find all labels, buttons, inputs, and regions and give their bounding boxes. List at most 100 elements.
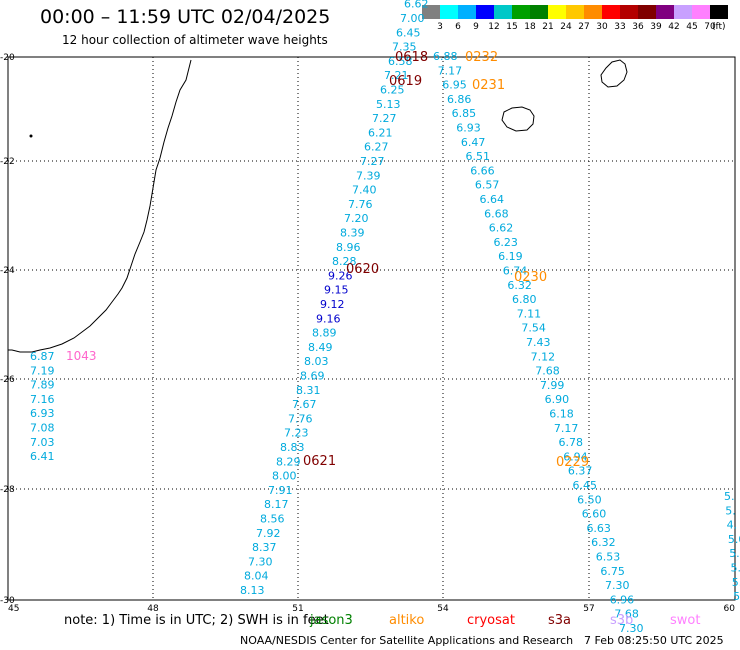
legend-label: 39	[650, 22, 662, 32]
footer-note: note: 1) Time is in UTC; 2) SWH is in fe…	[64, 613, 329, 628]
credit-line: NOAA/NESDIS Center for Satellite Applica…	[240, 634, 574, 647]
wave-height-value: 9.12	[320, 298, 345, 311]
pass-time-label: 0230	[514, 270, 547, 285]
wave-height-value: 6.45	[396, 26, 421, 39]
wave-height-value: 6.19	[498, 250, 522, 263]
legend-swatch	[494, 5, 512, 19]
wave-height-value: 7.39	[356, 169, 381, 182]
satellite-legend-item: jason3	[310, 613, 353, 628]
wave-height-value: 6.68	[484, 207, 509, 220]
pass-time-label: 0232	[465, 50, 498, 65]
wave-height-value: 8.31	[296, 384, 321, 397]
reunion-island	[501, 106, 535, 132]
wave-height-value: 9.26	[328, 269, 353, 282]
wave-height-value: 7.92	[256, 527, 281, 540]
wave-height-value: 6.62	[489, 222, 514, 235]
legend-label: 21	[542, 22, 554, 32]
legend-label: 9	[473, 22, 479, 32]
graticule	[8, 57, 735, 600]
legend-label: 42	[668, 22, 680, 32]
wave-height-value: 9.16	[316, 312, 341, 325]
wave-height-value: 5.	[725, 504, 736, 517]
wave-height-value: 7.99	[540, 379, 565, 392]
altimeter-tracks: 6.877.197.897.166.937.087.036.4110438.13…	[30, 0, 740, 635]
mauritius-island	[600, 59, 628, 88]
madagascar-coast	[8, 59, 192, 353]
wave-height-value: 7.08	[30, 422, 55, 435]
wave-height-value: 5.95	[731, 562, 740, 575]
wave-height-value: 6.27	[364, 141, 389, 154]
wave-height-value: 6.93	[456, 122, 481, 135]
wave-height-value: 6.32	[507, 279, 532, 292]
map-frame	[7, 56, 736, 601]
wave-height-value: 6.96	[610, 593, 635, 606]
wave-height-value: 6.53	[596, 551, 621, 564]
wave-height-value: 6.57	[475, 179, 500, 192]
wave-height-value: 7.91	[268, 484, 293, 497]
latitude-tick-label: -24	[0, 266, 15, 276]
wave-height-value: 8.17	[264, 498, 289, 511]
pass-time-label: 0229	[556, 455, 589, 470]
legend-label: 36	[632, 22, 644, 32]
wave-height-value: 6.80	[512, 293, 537, 306]
wave-height-value: 5.98	[732, 576, 740, 589]
pass-time-label: 0618	[395, 50, 428, 65]
wave-height-value: 8.13	[240, 584, 265, 597]
satellite-legend-item: cryosat	[467, 613, 515, 628]
wave-height-value: 7.35	[392, 41, 417, 54]
pass-time-label: 0231	[472, 78, 505, 93]
wave-height-value: 7.20	[344, 212, 369, 225]
wave-height-value: 8.96	[336, 241, 361, 254]
legend-label: 33	[614, 22, 626, 32]
legend-swatch	[602, 5, 620, 19]
wave-height-value: 6.62	[404, 0, 429, 11]
legend-swatch	[638, 5, 656, 19]
longitude-tick-label: 48	[147, 604, 159, 614]
legend-label: 24	[560, 22, 572, 32]
map-title: 00:00 – 11:59 UTC 02/04/2025	[40, 6, 331, 28]
wave-height-value: 6.64	[480, 193, 505, 206]
latitude-tick-label: -30	[0, 596, 15, 606]
legend-swatch	[422, 5, 440, 19]
latitude-tick-label: -22	[0, 157, 15, 167]
wave-height-value: 7.17	[554, 422, 579, 435]
wave-height-value: 6.21	[368, 126, 393, 139]
satellite-legend-item: s3a	[548, 613, 572, 628]
wave-height-value: 7.19	[30, 364, 55, 377]
wave-height-value: 7.40	[352, 184, 377, 197]
legend-swatch	[548, 5, 566, 19]
longitude-tick-label: 60	[724, 604, 736, 614]
legend-label: 15	[506, 22, 518, 32]
satellite-legend-item: swot	[670, 613, 701, 628]
wave-height-value: 7.54	[521, 322, 546, 335]
wave-height-value: 8.37	[252, 541, 277, 554]
wave-height-value: 6.75	[600, 565, 625, 578]
wave-height-value: 7.11	[517, 307, 542, 320]
legend-swatch	[692, 5, 710, 19]
legend-swatch	[674, 5, 692, 19]
wave-height-value: 7.30	[248, 555, 273, 568]
legend-swatch	[656, 5, 674, 19]
wave-height-value: 8.00	[272, 470, 297, 483]
longitude-tick-label: 54	[437, 604, 449, 614]
wave-height-value: 8.03	[304, 355, 329, 368]
wave-height-value: 8.89	[312, 327, 337, 340]
wave-height-value: 6.51	[466, 150, 491, 163]
pass-time-label: 0620	[346, 262, 379, 277]
coastlines	[8, 59, 628, 353]
wave-height-value: 6.78	[559, 436, 584, 449]
legend-swatch	[584, 5, 602, 19]
wave-height-value: 6.87	[30, 350, 55, 363]
legend-swatch	[710, 5, 728, 19]
wave-height-value: 6.60	[582, 508, 607, 521]
wave-height-value: 8.69	[300, 370, 325, 383]
wave-height-value: 8.83	[280, 441, 305, 454]
satellite-legend-item: s3b	[610, 613, 634, 628]
legend-swatch	[512, 5, 530, 19]
wave-height-value: 7.30	[605, 579, 630, 592]
wave-height-value: 8.29	[276, 455, 301, 468]
wave-height-value: 7.68	[535, 365, 560, 378]
wave-height-value: 4.	[727, 519, 738, 532]
generated-timestamp: 7 Feb 08:25:50 UTC 2025	[584, 634, 724, 647]
